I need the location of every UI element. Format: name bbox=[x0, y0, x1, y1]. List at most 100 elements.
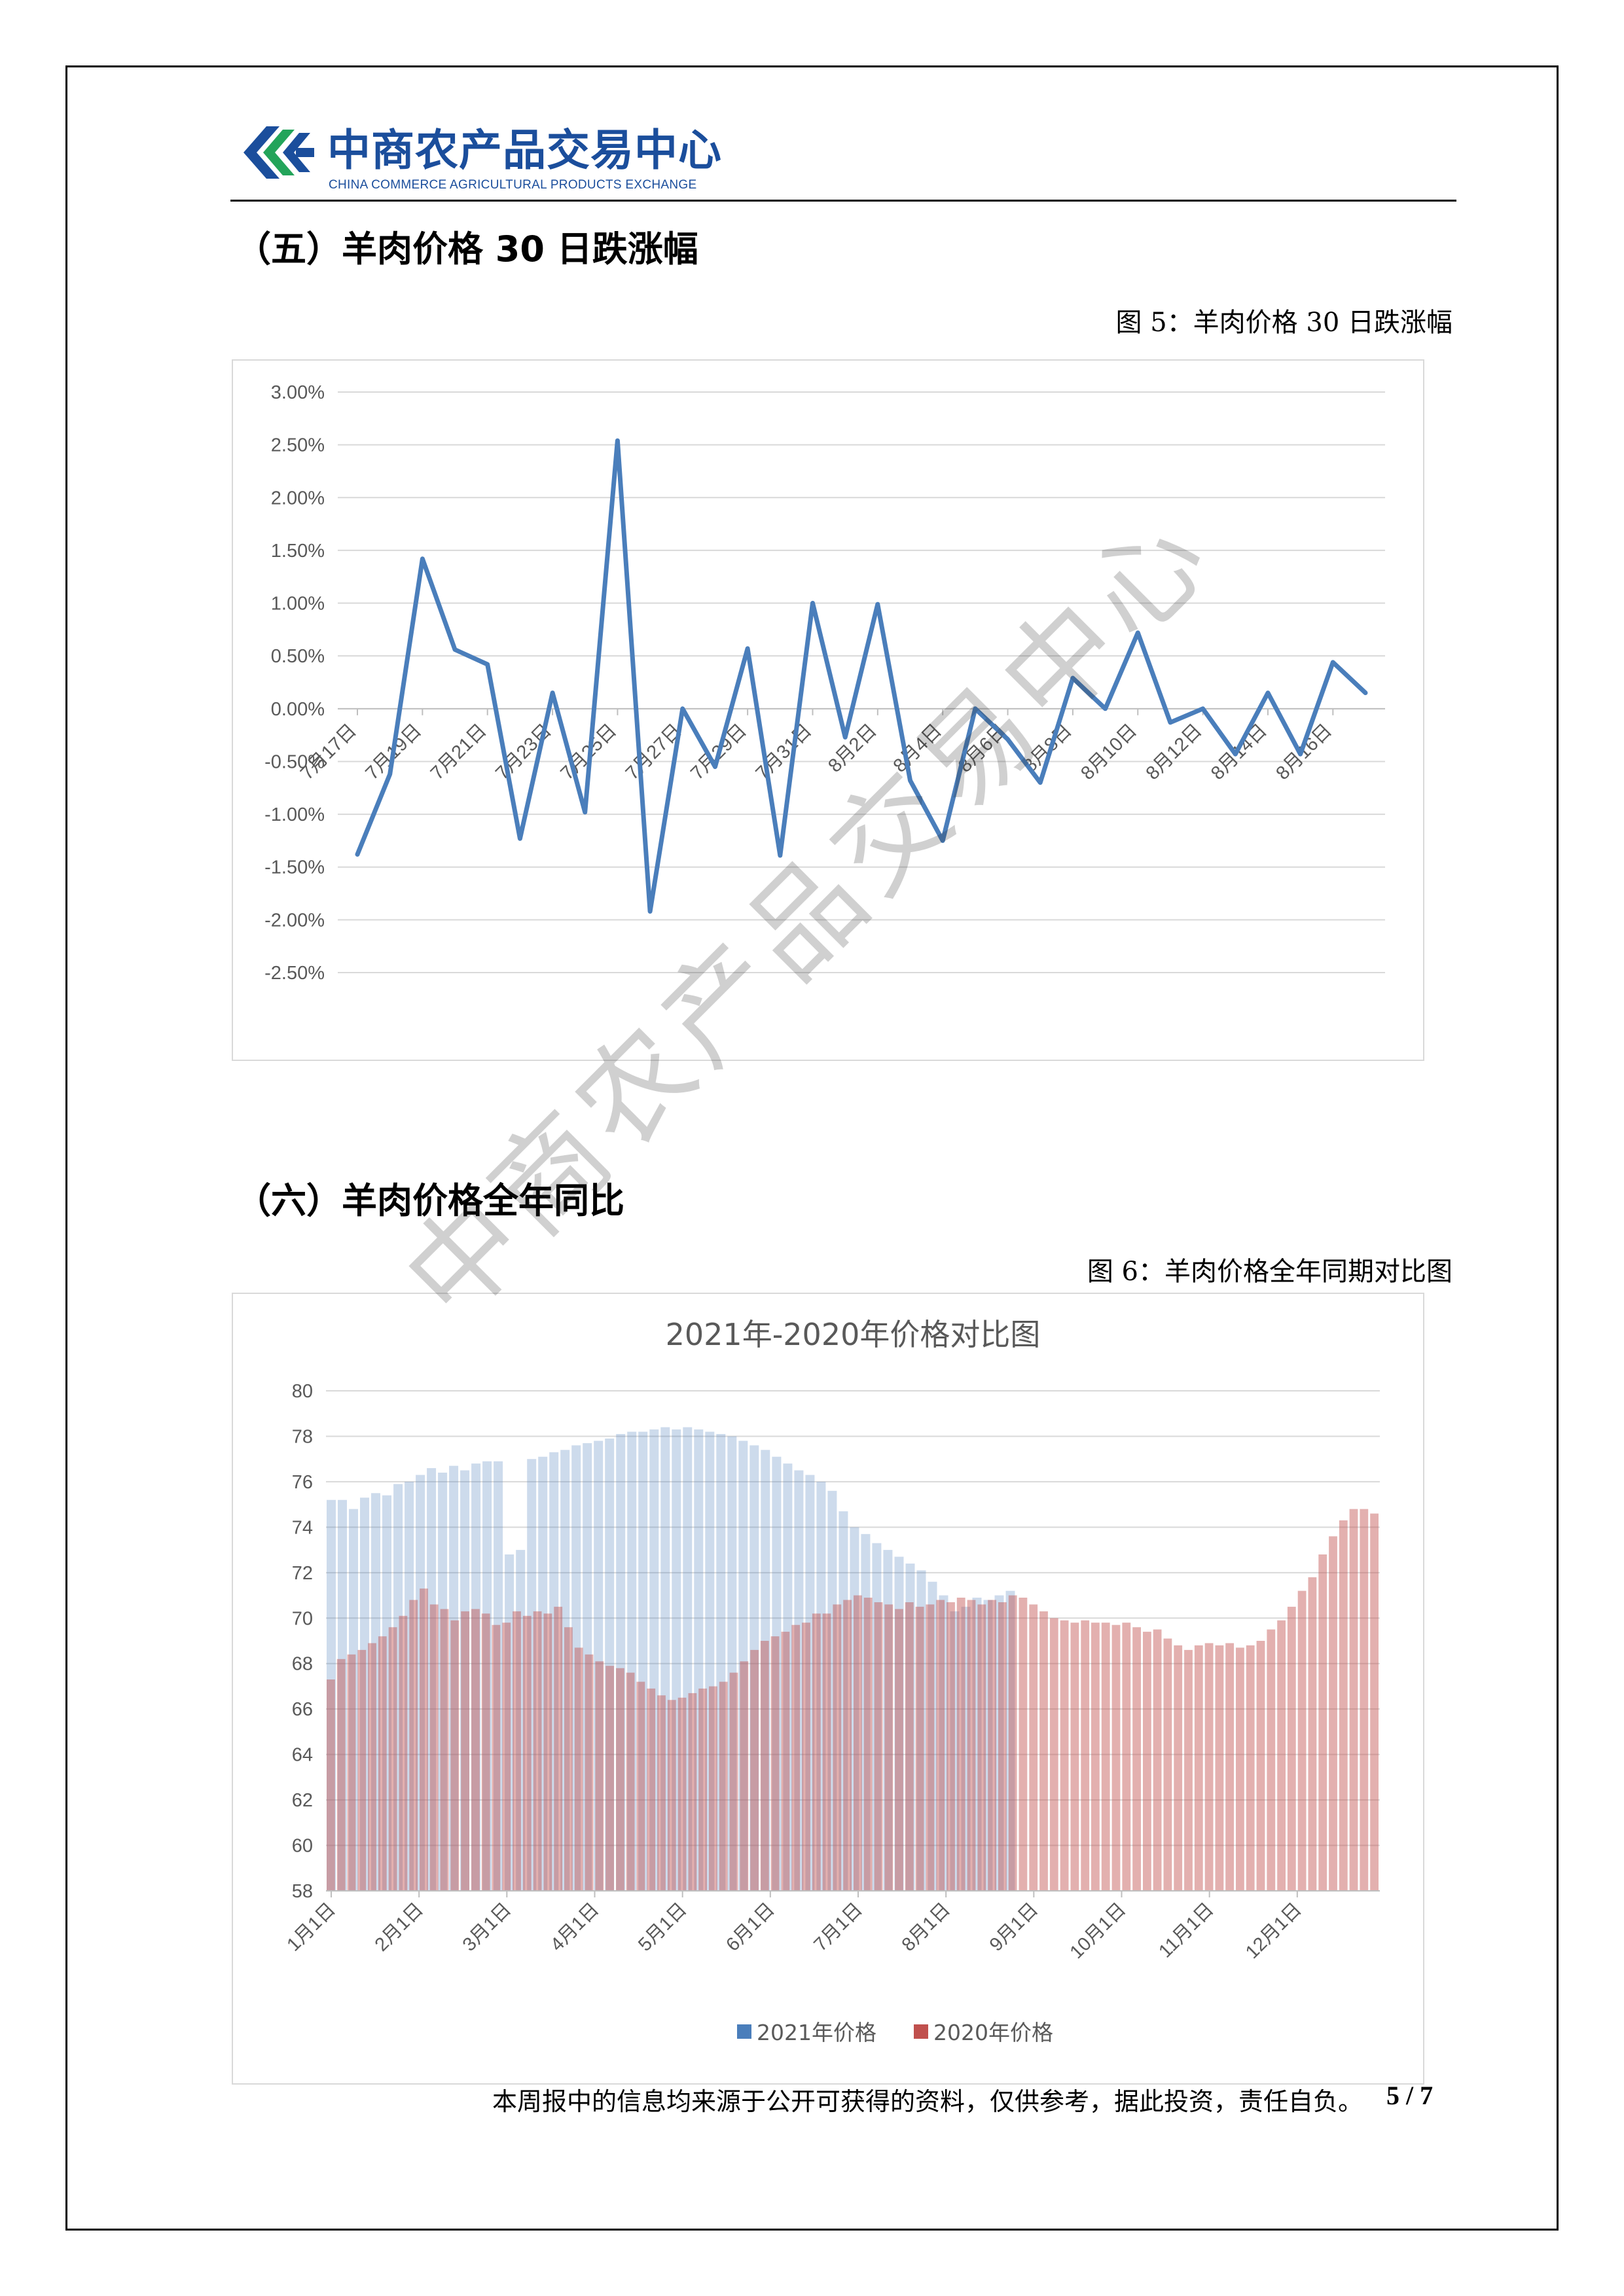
y-tick-label: 74 bbox=[292, 1517, 313, 1538]
logo-english-name: CHINA COMMERCE AGRICULTURAL PRODUCTS EXC… bbox=[329, 178, 697, 192]
chart-yoy-comparison: 2021年-2020年价格对比图 80 78 76 74 72 70 68 66 64 62 60 58… bbox=[232, 1293, 1424, 2085]
bar-2021 bbox=[783, 1463, 793, 1891]
bar-2021 bbox=[560, 1450, 570, 1891]
x-tick-label: 8月4日 bbox=[890, 720, 946, 776]
bar-2021 bbox=[416, 1475, 425, 1891]
bar-2020 bbox=[1267, 1629, 1276, 1891]
bar-2021 bbox=[716, 1434, 726, 1891]
bar-2020 bbox=[1163, 1638, 1172, 1891]
bar-2020 bbox=[1049, 1618, 1058, 1891]
bar-2020 bbox=[1101, 1623, 1110, 1891]
x-tick-label: 9月1日 bbox=[986, 1899, 1042, 1955]
bar-2020 bbox=[1318, 1554, 1327, 1891]
bar-2020 bbox=[936, 1600, 945, 1891]
bar-2021 bbox=[905, 1563, 915, 1891]
bar-2020 bbox=[1225, 1643, 1234, 1891]
bar-2020 bbox=[1215, 1645, 1224, 1891]
bar-2020 bbox=[368, 1643, 376, 1891]
bar-2021 bbox=[816, 1481, 826, 1891]
exchange-logo-icon bbox=[244, 126, 314, 179]
bar-2021 bbox=[494, 1461, 503, 1891]
bar-2020 bbox=[522, 1615, 532, 1891]
bar-2020 bbox=[1297, 1590, 1307, 1891]
bar-2021 bbox=[527, 1459, 537, 1891]
bar-2021 bbox=[594, 1441, 604, 1891]
section-title-30day: （五）羊肉价格 30 日跌涨幅 bbox=[236, 228, 698, 270]
bar-2020 bbox=[709, 1686, 717, 1891]
bar-2021 bbox=[482, 1461, 492, 1891]
bar-2020 bbox=[1039, 1611, 1048, 1891]
bar-2020 bbox=[574, 1647, 583, 1891]
bar-2021 bbox=[549, 1452, 559, 1891]
bar-2020 bbox=[1122, 1623, 1131, 1891]
header-divider bbox=[230, 200, 1456, 202]
bar-2020 bbox=[1349, 1509, 1358, 1891]
y-tick-label: 70 bbox=[292, 1608, 313, 1629]
bar-2021 bbox=[1005, 1590, 1015, 1891]
bar-2021 bbox=[405, 1481, 414, 1891]
bar-2020 bbox=[1132, 1627, 1141, 1891]
bar-2020 bbox=[956, 1598, 965, 1891]
bar-2021 bbox=[983, 1600, 993, 1891]
bar-2021 bbox=[672, 1429, 681, 1891]
bar-2020 bbox=[998, 1602, 1007, 1891]
bar-2020 bbox=[667, 1700, 676, 1891]
bar-2020 bbox=[863, 1598, 873, 1891]
bar-2020 bbox=[461, 1611, 469, 1891]
bar-2021 bbox=[616, 1434, 626, 1891]
bar-2020 bbox=[564, 1627, 573, 1891]
bar-2021 bbox=[683, 1427, 693, 1891]
bar-2021 bbox=[894, 1556, 904, 1891]
bar-2020 bbox=[1246, 1645, 1255, 1891]
bar-2020 bbox=[450, 1620, 460, 1891]
bar-2020 bbox=[409, 1600, 418, 1891]
bar-2021 bbox=[749, 1445, 759, 1891]
bar-2020 bbox=[388, 1627, 397, 1891]
bar-2020 bbox=[1184, 1649, 1193, 1891]
bar-2020 bbox=[481, 1613, 490, 1891]
x-tick-label: 6月1日 bbox=[722, 1899, 778, 1955]
bar-2020 bbox=[1308, 1577, 1317, 1891]
bar-2020 bbox=[357, 1649, 367, 1891]
page-number: 5 / 7 bbox=[1386, 2081, 1434, 2110]
bar-2020 bbox=[884, 1604, 893, 1891]
bar-2021 bbox=[516, 1550, 526, 1891]
bar-2020 bbox=[1329, 1536, 1337, 1891]
x-tick-label: 1月1日 bbox=[283, 1899, 339, 1955]
x-tick-label: 8月1日 bbox=[898, 1899, 954, 1955]
bar-2021 bbox=[371, 1493, 380, 1891]
bar-2021 bbox=[427, 1468, 437, 1891]
bar-2021 bbox=[705, 1431, 715, 1891]
bar-2020 bbox=[874, 1602, 883, 1891]
bar-2021 bbox=[916, 1570, 926, 1891]
bar-2021 bbox=[772, 1456, 782, 1891]
bar-2020 bbox=[677, 1697, 687, 1891]
bar-2020 bbox=[915, 1606, 924, 1891]
bar-2021 bbox=[950, 1611, 960, 1891]
bar-2020 bbox=[554, 1606, 563, 1891]
bar-2020 bbox=[781, 1632, 790, 1891]
bar-2020 bbox=[1019, 1598, 1028, 1891]
bar-2020 bbox=[760, 1641, 769, 1891]
legend-label: 2021年价格 bbox=[757, 2020, 876, 2045]
bar-2020 bbox=[1277, 1620, 1286, 1891]
bar-2020 bbox=[977, 1604, 986, 1891]
chart-title: 2021年-2020年价格对比图 bbox=[666, 1317, 1041, 1352]
section-title-yoy: （六）羊肉价格全年同比 bbox=[236, 1180, 624, 1221]
x-tick-label: 5月1日 bbox=[634, 1899, 691, 1955]
bar-2021 bbox=[839, 1511, 848, 1891]
bar-2020 bbox=[833, 1604, 842, 1891]
bar-2020 bbox=[1029, 1604, 1038, 1891]
bar-2021 bbox=[972, 1598, 982, 1891]
bar-2021 bbox=[805, 1475, 815, 1891]
bar-2020 bbox=[854, 1595, 862, 1891]
figure-caption-6: 图 6：羊肉价格全年同期对比图 bbox=[1087, 1257, 1453, 1287]
bar-2020 bbox=[843, 1600, 852, 1891]
x-tick-label: 7月21日 bbox=[427, 720, 491, 784]
legend-label: 2020年价格 bbox=[933, 2020, 1053, 2045]
bar-2020 bbox=[585, 1654, 594, 1891]
y-tick-label: 2.00% bbox=[271, 488, 325, 509]
bar-2020 bbox=[502, 1623, 511, 1891]
bar-2020 bbox=[1287, 1606, 1296, 1891]
bar-2021 bbox=[338, 1499, 347, 1891]
